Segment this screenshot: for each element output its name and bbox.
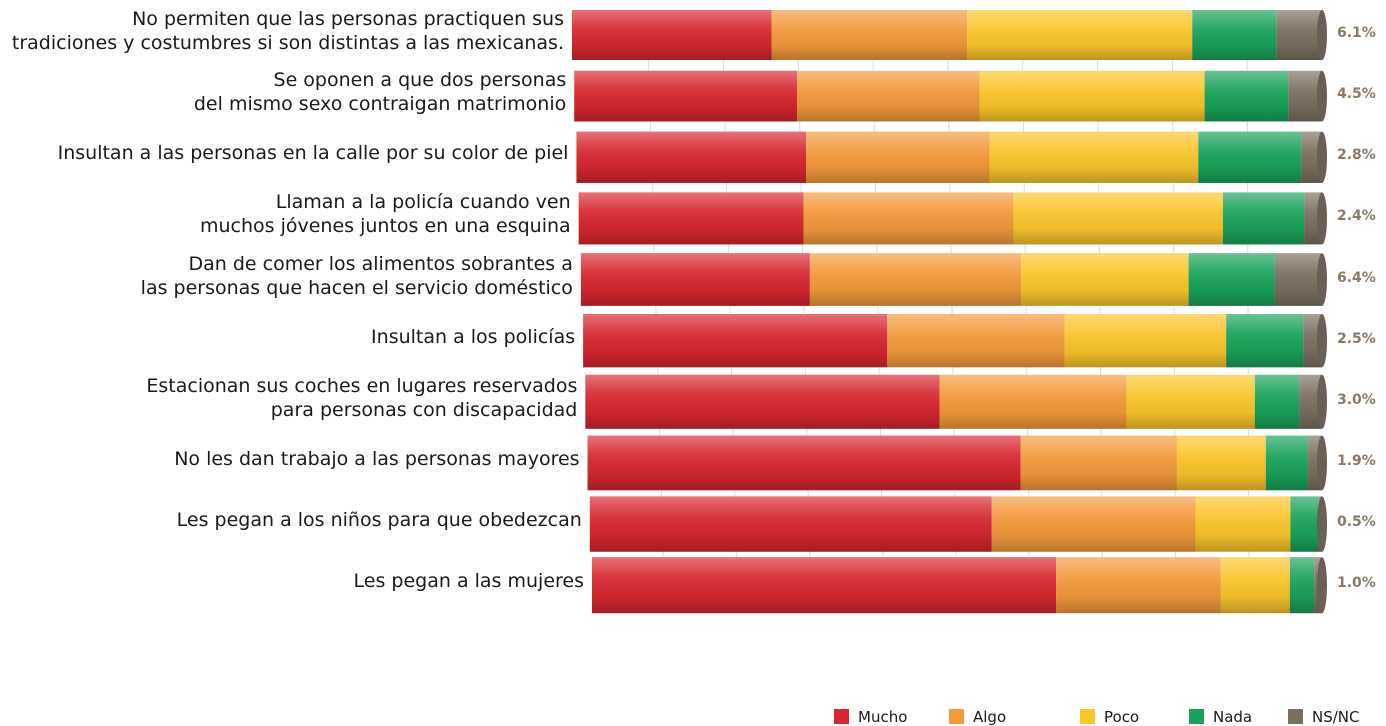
bar-end-cap	[1317, 192, 1327, 245]
bar-shading	[576, 131, 1322, 183]
legend-label: Poco	[1104, 707, 1140, 726]
bar-row	[585, 374, 1327, 429]
bar-row	[592, 557, 1327, 614]
bar-shading	[592, 557, 1322, 614]
bar-row	[589, 496, 1327, 552]
bar-end-cap	[1317, 314, 1327, 368]
legend-swatch	[834, 709, 849, 724]
legend-item: Algo	[949, 706, 1006, 726]
bars	[572, 10, 1327, 614]
legend-swatch	[1288, 709, 1303, 724]
legend-item: Mucho	[834, 706, 907, 726]
bar-row	[583, 314, 1327, 368]
bar-end-cap	[1317, 253, 1327, 306]
bar-row	[572, 10, 1327, 60]
bar-end-cap	[1317, 374, 1327, 429]
legend-item: Poco	[1080, 706, 1139, 726]
bar-row	[574, 70, 1327, 122]
bar-end-cap	[1317, 70, 1327, 122]
legend-item: NS/NC	[1288, 706, 1360, 726]
bar-row	[578, 192, 1327, 245]
legend-label: NS/NC	[1312, 707, 1360, 726]
legend-swatch	[949, 709, 964, 724]
bar-end-cap	[1317, 435, 1327, 491]
bar-end-cap	[1317, 496, 1327, 552]
legend-swatch	[1080, 709, 1095, 724]
bar-row	[587, 435, 1327, 491]
bar-shading	[589, 496, 1322, 552]
bar-row	[576, 131, 1327, 183]
bar-shading	[585, 374, 1322, 429]
bar-shading	[578, 192, 1322, 245]
bar-end-cap	[1317, 10, 1327, 60]
legend-label: Mucho	[858, 707, 908, 726]
bar-shading	[580, 253, 1322, 306]
bar-end-cap	[1317, 557, 1327, 614]
bar-row	[580, 253, 1327, 306]
bar-shading	[587, 435, 1322, 491]
legend-swatch	[1189, 709, 1204, 724]
legend-item: Nada	[1189, 706, 1252, 726]
legend-label: Algo	[973, 707, 1007, 726]
bar-shading	[583, 314, 1322, 368]
bar-end-cap	[1317, 131, 1327, 183]
bar-shading	[572, 10, 1322, 60]
legend-label: Nada	[1213, 707, 1253, 726]
bar-shading	[574, 70, 1322, 122]
